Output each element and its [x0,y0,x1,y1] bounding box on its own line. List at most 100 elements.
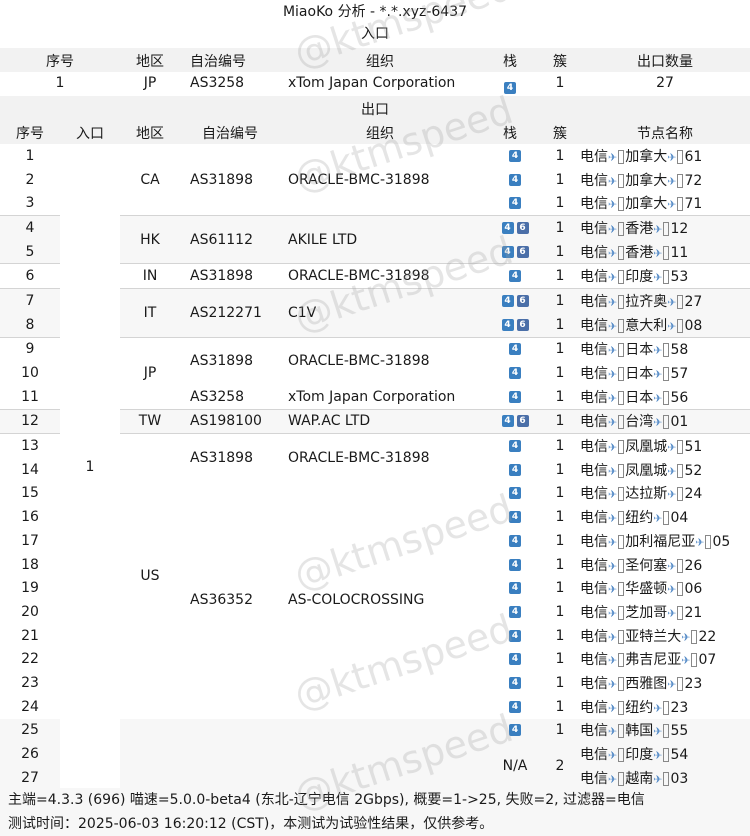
plane-icon: ✈ [667,150,677,164]
plane-icon: ✈ [653,246,663,260]
ipv4-badge: 4 [509,724,521,737]
ipv4-badge: 4 [504,82,516,94]
header-asn: 自治编号 [190,54,246,70]
plane-icon: ✈ [608,535,618,549]
node-location: 韩国 [625,723,654,740]
flag-icon [663,367,670,382]
row-node: 电信✈ 达拉斯✈ 24 [580,482,750,506]
flag-icon [677,318,684,333]
row-idx: 15 [21,485,39,502]
ipv4-badge: 4 [509,463,521,476]
row-idx: 18 [21,556,39,573]
node-isp: 电信 [580,557,608,574]
exit-table: 1 1 CA AS31898 ORACLE-BMC-31898 4 1 电信✈ 加拿大✈ 61 2 4… [0,144,750,790]
row-cluster: 1 [555,461,565,478]
flag-icon [663,511,670,526]
plane-icon: ✈ [608,512,618,526]
flag-icon [618,440,625,455]
node-isp: 电信 [580,366,608,383]
row-node: 电信✈ 香港✈ 12 [580,215,750,240]
exit-header-region: 地区 [136,126,164,142]
row-org-empty [280,719,490,790]
ipv6-badge: 6 [516,221,529,234]
ipv4-badge: 4 [509,343,521,356]
plane-icon: ✈ [608,630,618,644]
flag-icon [618,724,625,739]
plane-icon: ✈ [608,488,618,502]
node-isp: 电信 [580,172,608,189]
node-isp: 电信 [580,652,608,669]
flag-icon [618,367,625,382]
plane-icon: ✈ [667,319,677,333]
plane-icon: ✈ [608,441,618,455]
plane-icon: ✈ [667,583,677,597]
entry-stack: 4 [490,78,530,94]
row-idx: 17 [21,532,39,549]
row-node: 电信✈ 凤凰城✈ 51 [580,433,750,458]
ipv4-badge: 4 [509,390,521,403]
plane-icon: ✈ [653,391,663,405]
row-cluster: 1 [555,195,565,212]
row-stack: 4 [490,361,540,385]
plane-icon: ✈ [653,271,663,285]
node-location: 印度 [625,269,654,286]
flag-icon [618,653,625,668]
row-org: ORACLE-BMC-31898 [280,433,490,482]
row-region: US [120,433,180,719]
plane-icon: ✈ [608,772,618,786]
footer-line-1: 主端=4.3.3 (696) 喵速=5.0.0-beta4 (东北-辽宁电信 2… [0,788,750,812]
plane-icon: ✈ [608,654,618,668]
plane-icon: ✈ [653,344,663,358]
ipv4-badge: 4 [509,676,521,689]
node-isp: 电信 [580,293,608,310]
row-cluster: 1 [540,336,580,362]
row-org: ORACLE-BMC-31898 [288,171,430,188]
node-location: 加拿大 [625,196,668,213]
node-location: 加拿大 [625,172,668,189]
node-isp: 电信 [580,533,608,550]
plane-icon: ✈ [608,222,618,236]
row-node: 电信✈ 纽约✈ 23 [580,695,750,719]
row-node: 电信✈ 意大利✈ 08 [580,313,750,337]
stack-badges: 4 [509,197,521,210]
row-idx: 26 [21,746,39,763]
flag-icon [618,700,625,715]
node-number: 24 [684,486,703,503]
row-idx: 14 [21,461,39,478]
row-idx: 2 [25,171,35,188]
row-idx: 1 [25,147,35,164]
flag-icon [618,582,625,597]
row-stack: 4 [490,144,540,168]
row-cluster: 1 [555,674,565,691]
ipv4-badge: 4 [509,534,521,547]
row-idx: 27 [21,769,39,786]
row-cluster: 1 [555,171,565,188]
entry-org: xTom Japan Corporation [288,75,456,91]
ipv4-badge: 4 [509,367,521,380]
node-isp: 电信 [580,196,608,213]
row-cluster: 1 [555,147,565,164]
entry-idx: 1 [55,75,65,91]
plane-icon: ✈ [608,150,618,164]
row-node: 电信✈ 加拿大✈ 71 [580,191,750,215]
node-isp: 电信 [580,723,608,740]
row-idx: 6 [0,263,60,289]
flag-icon [618,605,625,620]
row-region: TW [120,408,180,434]
plane-icon: ✈ [667,295,677,309]
row-idx: 12 [0,408,60,434]
plane-icon: ✈ [653,749,663,763]
ipv4-badge: 4 [509,582,521,595]
row-stack: 4 [490,336,540,362]
node-number: 61 [684,148,703,165]
flag-icon [618,318,625,333]
ipv4-badge: 4 [509,511,521,524]
row-stack: 4 [490,600,540,624]
row-stack: 4 [490,695,540,719]
node-location: 纽约 [625,699,654,716]
